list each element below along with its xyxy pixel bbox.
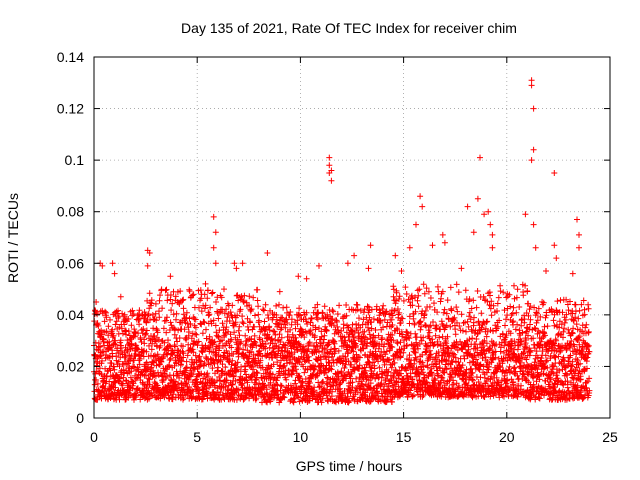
y-tick-label: 0.1 [65,152,85,168]
y-tick-label: 0.14 [57,49,84,65]
roti-point-markers [93,77,593,406]
y-axis-label: ROTI / TECUs [5,193,21,283]
x-tick-label: 0 [90,429,98,445]
y-tick-label: 0.04 [57,307,84,323]
x-tick-label: 15 [396,429,412,445]
chart-title: Day 135 of 2021, Rate Of TEC Index for r… [181,20,517,36]
y-tick-label: 0.12 [57,101,84,117]
x-tick-label: 5 [193,429,201,445]
x-tick-labels: 0 5 10 15 20 25 [90,429,618,445]
y-tick-label: 0.08 [57,204,84,220]
plot-frame [93,56,611,419]
x-tick-label: 10 [293,429,309,445]
x-tick-label: 20 [499,429,515,445]
axis-ticks [93,56,611,419]
x-tick-label: 25 [602,429,618,445]
y-tick-label: 0.02 [57,358,84,374]
y-tick-labels: 0 0.02 0.04 0.06 0.08 0.1 0.12 0.14 [57,49,84,426]
y-tick-label: 0 [76,410,84,426]
x-axis-label: GPS time / hours [296,458,403,474]
y-tick-label: 0.06 [57,255,84,271]
